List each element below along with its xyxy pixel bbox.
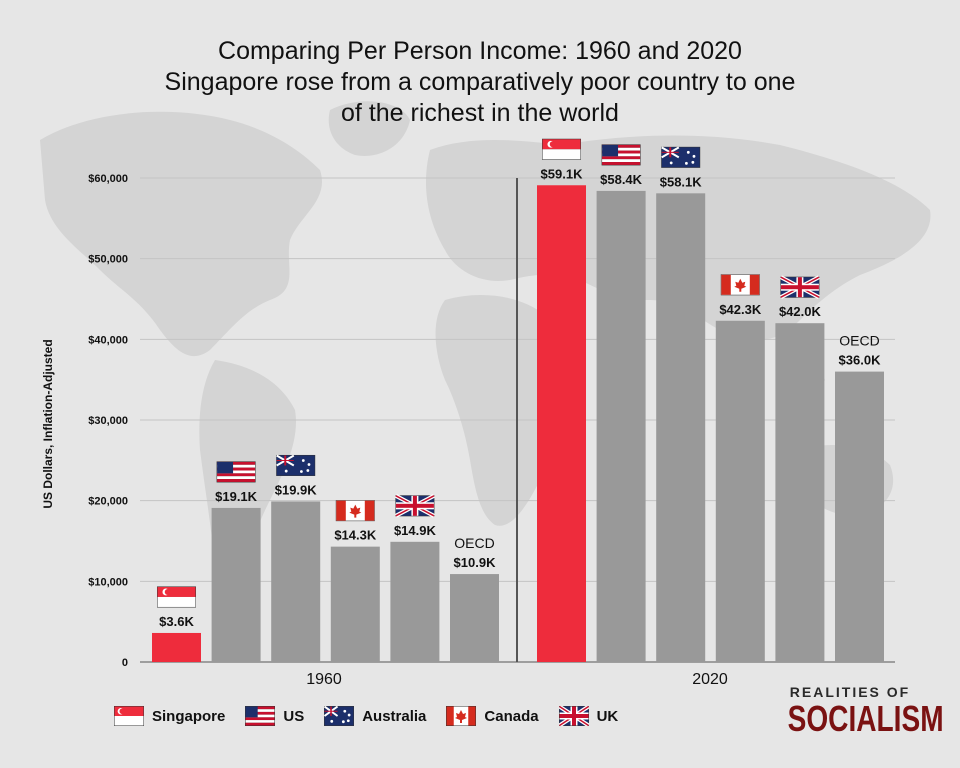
y-tick-label: $10,000 xyxy=(88,576,128,588)
y-tick-label: $60,000 xyxy=(88,173,128,185)
title-line-3: of the richest in the world xyxy=(341,99,619,127)
legend-label: Canada xyxy=(484,707,539,725)
y-tick-label: $50,000 xyxy=(88,254,128,266)
bar-value-label: $14.3K xyxy=(334,528,377,543)
bar-2020-us xyxy=(596,190,646,662)
bar-value-label: $10.9K xyxy=(454,555,497,570)
bar-value-label: $58.4K xyxy=(600,172,643,187)
bar-1960-singapore xyxy=(152,632,201,662)
bar-1960-oecd xyxy=(450,574,499,662)
us-flag-icon xyxy=(601,144,641,166)
canada-flag-icon xyxy=(446,706,477,726)
us-flag-icon xyxy=(216,461,256,483)
legend-item-canada: Canada xyxy=(446,706,539,726)
legend-item-uk: UK xyxy=(558,706,619,726)
legend-item-australia: Australia xyxy=(324,706,426,726)
legend-item-singapore: Singapore xyxy=(114,706,225,726)
uk-flag-icon xyxy=(558,706,589,726)
us-flag-icon xyxy=(245,706,276,726)
us-flag-icon xyxy=(245,706,276,726)
singapore-flag-icon xyxy=(542,138,581,160)
bar-1960-us xyxy=(211,507,261,662)
bar-value-label: $58.1K xyxy=(660,174,703,189)
bar-1960-canada xyxy=(330,546,380,662)
bar-name-label: OECD xyxy=(454,535,494,551)
bar-value-label: $19.9K xyxy=(275,482,318,497)
y-tick-label: $20,000 xyxy=(88,496,128,508)
australia-flag-icon xyxy=(661,146,701,168)
bar-2020-uk xyxy=(775,323,825,662)
legend-item-us: US xyxy=(245,706,304,726)
bar-2020-canada xyxy=(715,320,765,662)
bar-2020-singapore xyxy=(537,185,586,662)
bar-value-label: $59.1K xyxy=(541,166,584,181)
canada-flag-icon xyxy=(335,500,375,522)
canada-flag-icon xyxy=(720,274,760,296)
y-tick-label: $30,000 xyxy=(88,415,128,427)
legend-label: US xyxy=(283,707,305,725)
title-line-2: Singapore rose from a comparatively poor… xyxy=(164,68,796,96)
legend-label: Singapore xyxy=(152,707,226,725)
brand-bottom-text: SOCIALISM xyxy=(787,698,944,739)
legend-label: Australia xyxy=(362,707,427,725)
bar-value-label: $42.3K xyxy=(719,302,762,317)
uk-flag-icon xyxy=(558,706,589,726)
bar-value-label: $19.1K xyxy=(215,489,258,504)
x-group-label: 2020 xyxy=(692,671,728,688)
australia-flag-icon xyxy=(324,706,355,726)
australia-flag-icon xyxy=(276,454,316,476)
uk-flag-icon xyxy=(779,275,820,299)
singapore-flag-icon xyxy=(114,706,144,726)
uk-flag-icon xyxy=(394,494,435,518)
title-line-1: Comparing Per Person Income: 1960 and 20… xyxy=(218,37,742,65)
bar-2020-australia xyxy=(656,193,706,662)
singapore-flag-icon xyxy=(157,586,196,608)
bar-value-label: $3.6K xyxy=(159,614,194,629)
bar-value-label: $42.0K xyxy=(779,304,822,319)
bar-name-label: OECD xyxy=(839,333,879,349)
y-tick-label: $40,000 xyxy=(88,334,128,346)
brand-logo: REALITIES OF SOCIALISM xyxy=(770,684,944,739)
legend: Singapore US Australia Canada UK xyxy=(114,706,638,726)
bar-value-label: $14.9K xyxy=(394,523,437,538)
singapore-flag-icon xyxy=(114,706,144,726)
y-tick-label: 0 xyxy=(122,657,128,669)
legend-label: UK xyxy=(596,707,619,725)
x-group-label: 1960 xyxy=(306,671,342,688)
bar-2020-oecd xyxy=(835,371,884,662)
canada-flag-icon xyxy=(446,706,477,726)
chart-title: Comparing Per Person Income: 1960 and 20… xyxy=(0,36,960,129)
bar-value-label: $36.0K xyxy=(839,353,882,368)
australia-flag-icon xyxy=(324,706,355,726)
brand-top-text: REALITIES OF xyxy=(789,684,911,700)
bar-1960-australia xyxy=(271,501,321,662)
bar-1960-uk xyxy=(390,541,440,662)
